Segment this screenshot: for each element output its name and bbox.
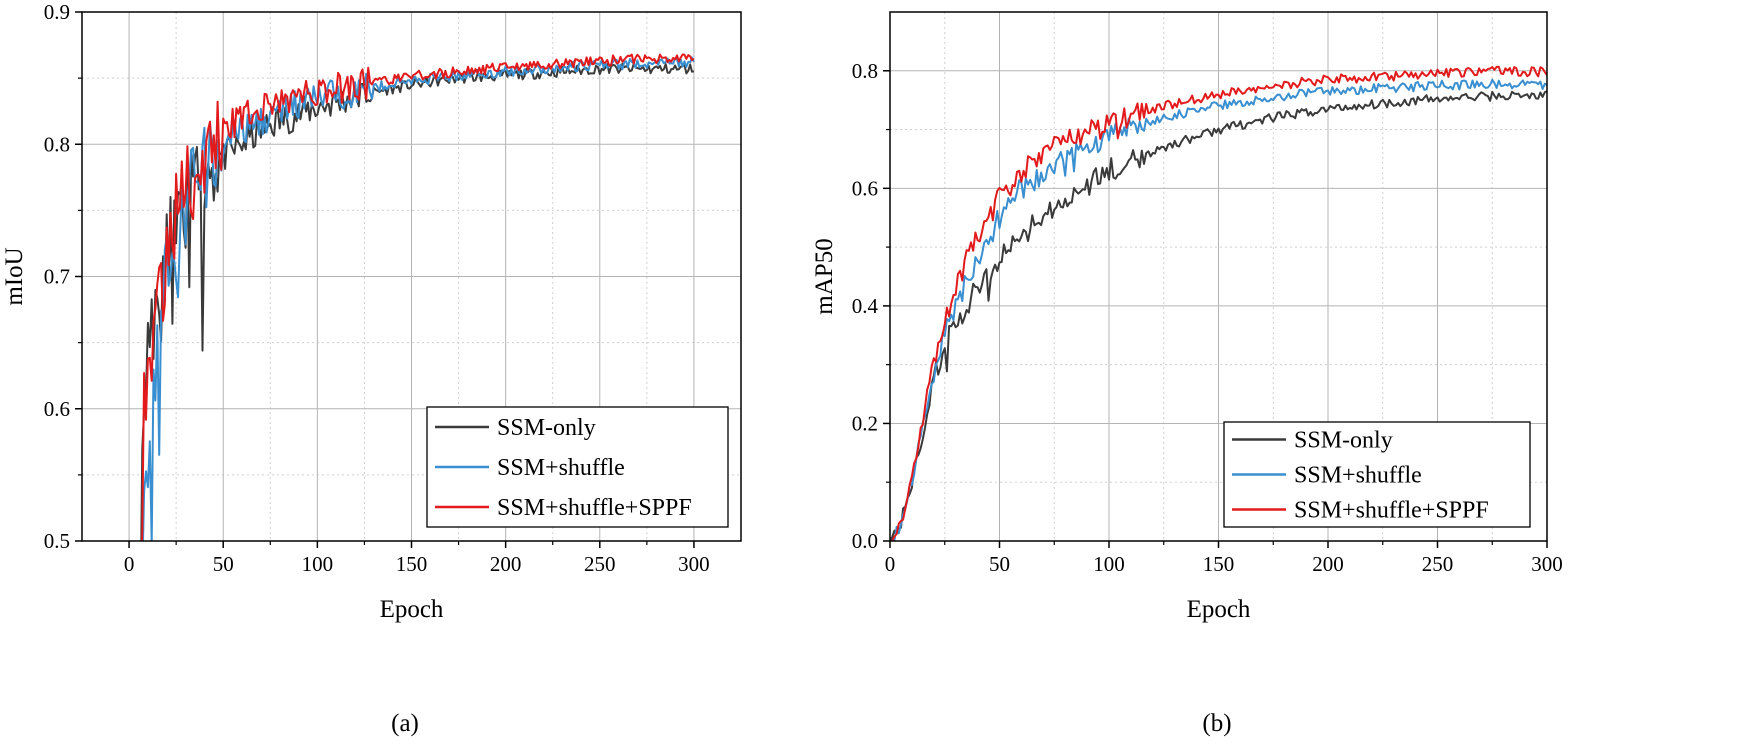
legend: SSM-only SSM+shuffle SSM+shuffle+SPPF [1223,421,1531,528]
x-tick-label: 150 [396,552,428,576]
y-tick-label: 0.6 [852,176,878,200]
x-tick-label: 0 [885,552,896,576]
legend-label: SSM+shuffle+SPPF [1294,498,1489,524]
x-tick-label: 250 [1422,552,1454,576]
y-tick-label: 0.0 [852,529,878,553]
series-line-ssm-shuffle-sppf [140,53,695,541]
y-axis-label: mIoU [1,247,28,305]
chart-a: 0 50 100 150 200 250 300 0.5 0.6 0.7 0.8 0.9 Epoch mI… [1,0,742,737]
series-line-ssm-shuffle [890,78,1547,541]
x-tick-label: 200 [1312,552,1344,576]
series-line-ssm-shuffle-sppf [890,65,1547,541]
y-tick-label: 0.2 [852,411,878,435]
series-group [890,65,1547,541]
y-tick-label: 0.8 [852,59,878,83]
panel-caption: (a) [391,710,419,737]
legend-label: SSM+shuffle+SPPF [497,495,692,521]
y-tick-label: 0.8 [44,132,70,156]
x-tick-label: 100 [1093,552,1125,576]
x-tick-label: 50 [213,552,234,576]
legend-label: SSM-only [1294,428,1393,454]
x-axis-label: Epoch [1187,596,1251,623]
x-axis-label: Epoch [380,596,444,623]
legend-label: SSM-only [497,415,596,441]
panel-caption: (b) [1202,710,1231,737]
series-group [140,53,695,541]
x-tick-label: 200 [490,552,522,576]
y-tick-label: 0.5 [44,529,70,553]
y-axis-label: mAP50 [811,238,838,314]
x-tick-label: 300 [1531,552,1563,576]
legend-label: SSM+shuffle [1294,463,1422,489]
y-tick-label: 0.6 [44,397,70,421]
y-tick-label: 0.9 [44,0,70,24]
chart-b: 0 50 100 150 200 250 300 0.0 0.2 0.4 0.6 0.8 Epoch mA… [811,11,1563,737]
y-tick-label: 0.4 [852,294,879,318]
x-tick-label: 250 [584,552,616,576]
legend-label: SSM+shuffle [497,455,625,481]
x-tick-label: 50 [989,552,1010,576]
x-tick-label: 300 [678,552,710,576]
x-tick-label: 100 [302,552,334,576]
series-line-ssm-only [890,90,1547,541]
x-tick-label: 0 [124,552,135,576]
x-tick-label: 150 [1203,552,1235,576]
y-tick-label: 0.7 [44,265,70,289]
legend: SSM-only SSM+shuffle SSM+shuffle+SPPF [426,406,729,528]
